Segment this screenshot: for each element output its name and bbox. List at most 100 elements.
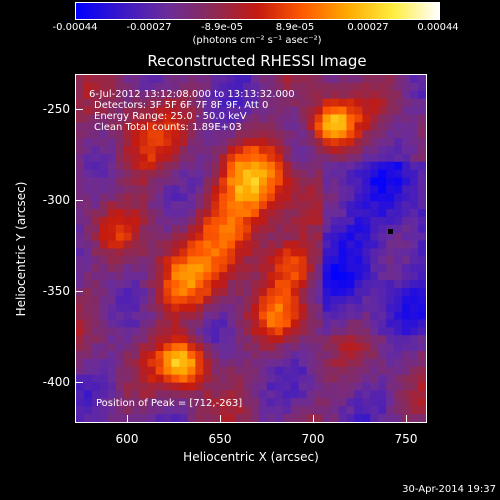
image-pixel — [187, 138, 196, 147]
image-pixel — [330, 343, 340, 352]
image-pixel — [402, 201, 411, 210]
image-pixel — [243, 319, 252, 328]
image-pixel — [219, 343, 228, 352]
image-pixel — [235, 319, 244, 328]
image-pixel — [402, 390, 411, 399]
image-pixel — [266, 327, 276, 336]
image-pixel — [386, 319, 395, 328]
image-pixel — [306, 303, 316, 313]
image-pixel — [99, 75, 109, 84]
image-pixel — [306, 114, 316, 123]
image-pixel — [402, 351, 411, 360]
image-pixel — [187, 343, 196, 352]
image-pixel — [394, 145, 403, 155]
image-pixel — [258, 145, 268, 155]
image-pixel — [322, 201, 332, 210]
image-pixel — [163, 138, 173, 147]
image-pixel — [179, 295, 188, 305]
image-pixel — [314, 232, 324, 242]
image-pixel — [107, 122, 117, 131]
image-pixel — [418, 295, 426, 305]
image-pixel — [163, 256, 173, 265]
image-pixel — [147, 343, 157, 352]
image-pixel — [394, 169, 403, 179]
image-pixel — [243, 398, 252, 407]
image-pixel — [203, 224, 212, 234]
image-pixel — [410, 145, 419, 155]
image-pixel — [123, 185, 133, 194]
image-pixel — [346, 185, 355, 194]
image-pixel — [139, 232, 149, 242]
image-pixel — [91, 398, 101, 407]
image-pixel — [219, 414, 228, 422]
image-pixel — [139, 145, 149, 155]
image-pixel — [131, 201, 141, 210]
image-pixel — [91, 287, 101, 297]
image-pixel — [91, 335, 101, 344]
x-tick-label: 750 — [394, 432, 418, 446]
image-pixel — [322, 216, 332, 226]
image-pixel — [203, 390, 212, 399]
image-pixel — [83, 232, 93, 242]
image-pixel — [362, 374, 371, 384]
image-pixel — [346, 122, 355, 131]
image-pixel — [171, 75, 180, 84]
image-pixel — [314, 406, 324, 415]
image-pixel — [346, 406, 355, 415]
image-pixel — [290, 177, 300, 187]
image-pixel — [322, 319, 332, 328]
image-pixel — [163, 232, 173, 242]
image-pixel — [235, 280, 244, 289]
image-pixel — [179, 351, 188, 360]
image-pixel — [91, 343, 101, 352]
image-pixel — [346, 232, 355, 242]
image-pixel — [290, 382, 300, 392]
image-pixel — [203, 264, 212, 273]
image-pixel — [306, 327, 316, 336]
image-pixel — [139, 224, 149, 234]
image-pixel — [418, 209, 426, 218]
image-pixel — [251, 193, 260, 202]
image-pixel — [227, 98, 236, 108]
image-pixel — [235, 106, 244, 116]
image-pixel — [147, 75, 157, 84]
image-pixel — [354, 280, 363, 289]
image-pixel — [314, 209, 324, 218]
image-pixel — [378, 406, 387, 415]
image-pixel — [266, 319, 276, 328]
image-pixel — [203, 366, 212, 376]
image-pixel — [227, 138, 236, 147]
image-pixel — [131, 193, 141, 202]
image-pixel — [322, 138, 332, 147]
image-pixel — [386, 280, 395, 289]
image-pixel — [274, 98, 284, 108]
image-pixel — [378, 272, 387, 281]
image-pixel — [163, 351, 173, 360]
image-pixel — [394, 216, 403, 226]
image-pixel — [370, 272, 379, 281]
image-pixel — [155, 374, 165, 384]
image-pixel — [227, 327, 236, 336]
image-pixel — [155, 256, 165, 265]
image-pixel — [179, 264, 188, 273]
image-pixel — [251, 169, 260, 179]
image-pixel — [115, 130, 125, 139]
image-pixel — [298, 280, 308, 289]
image-pixel — [115, 98, 125, 108]
image-pixel — [155, 106, 165, 116]
image-pixel — [219, 82, 228, 92]
image-pixel — [251, 366, 260, 376]
image-pixel — [306, 374, 316, 384]
image-pixel — [402, 130, 411, 139]
image-pixel — [362, 287, 371, 297]
image-pixel — [251, 145, 260, 155]
image-pixel — [83, 366, 93, 376]
image-pixel — [171, 374, 180, 384]
image-pixel — [362, 343, 371, 352]
image-pixel — [394, 327, 403, 336]
image-pixel — [187, 224, 196, 234]
image-pixel — [338, 303, 348, 313]
image-pixel — [362, 319, 371, 328]
image-pixel — [378, 248, 387, 257]
image-pixel — [203, 122, 212, 131]
